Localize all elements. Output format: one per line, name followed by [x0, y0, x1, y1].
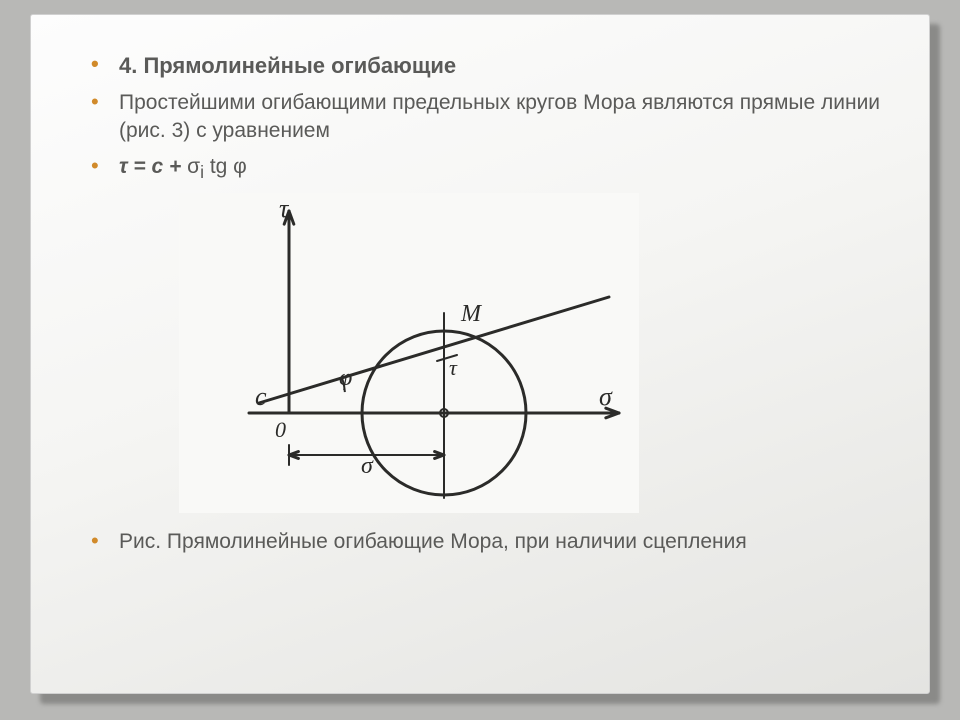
- bullet-intro-text: Простейшими огибающими предельных кругов…: [119, 91, 880, 142]
- eq-rest: tg φ: [204, 155, 247, 178]
- bullet-list-2: Рис. Прямолинейные огибающие Мора, при н…: [91, 528, 885, 556]
- svg-text:с: с: [255, 382, 267, 411]
- bullet-list: 4. Прямолинейные огибающие Простейшими о…: [91, 51, 885, 185]
- slide-container: 4. Прямолинейные огибающие Простейшими о…: [30, 14, 930, 694]
- slide: 4. Прямолинейные огибающие Простейшими о…: [30, 14, 930, 694]
- bullet-intro: Простейшими огибающими предельных кругов…: [91, 89, 885, 146]
- svg-text:φ: φ: [339, 365, 352, 391]
- bullet-equation: τ = с + σi tg φ: [91, 153, 885, 185]
- svg-text:σ: σ: [599, 382, 613, 411]
- bullet-title-text: 4. Прямолинейные огибающие: [119, 53, 456, 78]
- eq-sigma: σ: [187, 155, 200, 178]
- svg-text:τ: τ: [449, 355, 458, 380]
- bullet-title: 4. Прямолинейные огибающие: [91, 51, 885, 81]
- mohr-envelope-figure: τσ0сφMτσ: [179, 193, 639, 513]
- svg-text:0: 0: [275, 417, 286, 442]
- figure-holder: τσ0сφMτσ: [179, 193, 885, 518]
- bullet-caption: Рис. Прямолинейные огибающие Мора, при н…: [91, 528, 885, 556]
- eq-prefix: τ = с +: [119, 155, 187, 178]
- svg-text:M: M: [460, 301, 483, 327]
- bullet-caption-text: Рис. Прямолинейные огибающие Мора, при н…: [119, 530, 747, 553]
- svg-text:σ: σ: [361, 453, 374, 479]
